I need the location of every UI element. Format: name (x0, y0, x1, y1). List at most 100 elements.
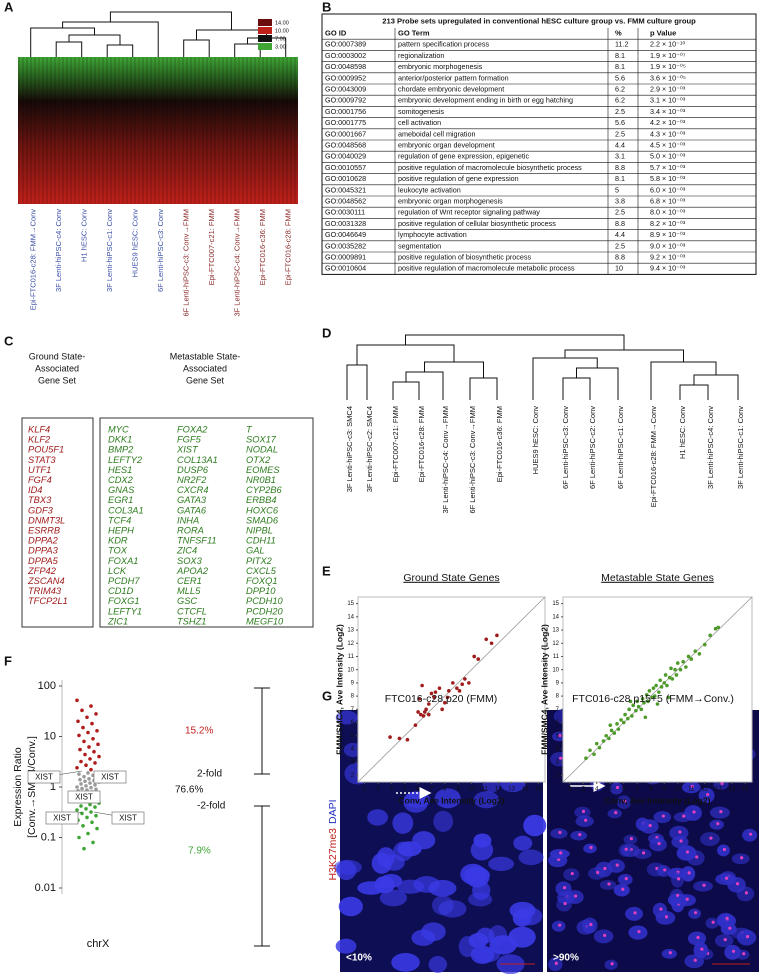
gene: ID4 (28, 485, 42, 495)
point (95, 728, 99, 733)
table-cell: GO:0007389 (325, 40, 366, 49)
gene: RORA (177, 525, 204, 535)
leaf-label: 6F Lenti-hiPSC-c3: Conv→FMM (468, 406, 477, 514)
nucleus (396, 879, 425, 894)
table-cell: regulation of gene expression, epigeneti… (398, 152, 529, 161)
nucleus (468, 892, 493, 907)
table-title: 213 Probe sets upregulated in convention… (382, 17, 696, 26)
y-tick-label: 13 (347, 628, 354, 634)
heatmap-stripe (242, 57, 244, 204)
x-tick-label: 3 (376, 787, 380, 793)
y-tick-label: 10 (44, 730, 56, 742)
y-tick-label: 8 (556, 694, 560, 700)
gene: OTX2 (246, 455, 271, 465)
table-cell: 6.8 × 10⁻⁰³ (650, 197, 686, 206)
h3k27me3-focus (574, 894, 578, 898)
gene: LEFTY2 (108, 455, 143, 465)
gene: APOA2 (176, 566, 209, 576)
gene: CDH11 (246, 536, 276, 546)
h3k27me3-focus (614, 810, 618, 815)
brackets (254, 687, 270, 947)
point (612, 731, 617, 735)
x-tick-label: 10 (674, 787, 681, 793)
point (86, 730, 90, 735)
table-cell: GO:0048568 (325, 141, 366, 150)
nucleus (434, 788, 461, 809)
reference-line (357, 596, 546, 783)
point (89, 767, 93, 772)
gene: KDR (108, 536, 128, 546)
point (621, 720, 626, 725)
table-cell: positive regulation of macromolecule bio… (398, 163, 582, 172)
heatmap-stripe (234, 57, 236, 204)
point (684, 665, 688, 669)
gene: SMAD6 (246, 515, 279, 525)
heatmap-stripe (146, 57, 148, 204)
x-tick-label: 3 (582, 787, 586, 793)
table-cell: GO:0048598 (325, 62, 366, 71)
table-cell: 8.8 (615, 253, 625, 262)
table-cell: GO:0010604 (325, 264, 366, 273)
nucleus (470, 945, 495, 964)
gene: DPP10 (246, 586, 276, 596)
table-cell: GO:0001756 (325, 107, 366, 116)
x-tick-label: 5 (609, 787, 613, 793)
point (681, 659, 685, 664)
nucleus (393, 841, 413, 862)
leaf-label: 3F Lenti-hiPSC-c2: SMC4 (365, 406, 374, 492)
nucleus (518, 849, 544, 866)
h3k27me3-focus (623, 799, 627, 803)
panel-label: E (322, 563, 331, 578)
y-tick-label: 100 (38, 680, 56, 692)
callout: XIST (53, 814, 71, 823)
table-cell: 5.6 (615, 73, 625, 82)
point (708, 633, 712, 638)
heatmap-stripe (170, 57, 172, 204)
gene-set-heading: Gene Set (38, 375, 77, 385)
h3k27me3-focus (589, 845, 593, 850)
y-axis-label: [Conv.→SMC4/Conv.] (26, 736, 38, 838)
point (96, 742, 100, 747)
point (657, 690, 661, 694)
gene: NR2F2 (177, 475, 207, 485)
gene: CDX2 (108, 475, 134, 485)
heatmap-stripe (186, 57, 188, 204)
table-cell: 5.8 × 10⁻⁰³ (650, 174, 686, 183)
x-tick-label: 11 (482, 787, 489, 793)
gene: CTCFL (177, 606, 207, 616)
gene: EGR1 (108, 495, 133, 505)
nucleus (470, 839, 494, 861)
gene: KLF4 (28, 424, 50, 434)
point (89, 785, 93, 790)
gene: FOXA1 (108, 556, 138, 566)
heatmap-stripe (266, 57, 268, 204)
sample-label: 3F Lenti-hiPSC-c4: Conv (54, 209, 63, 292)
gene: NODAL (246, 445, 278, 455)
point (457, 689, 462, 693)
gene: TFCP2L1 (28, 596, 68, 606)
h3k27me3-focus (728, 926, 732, 930)
heatmap-stripe (70, 57, 72, 204)
point (86, 771, 90, 775)
point (75, 765, 79, 770)
legend-label: 3.00 (275, 44, 286, 50)
point (667, 675, 672, 680)
h3k27me3-focus (624, 877, 628, 881)
h3k27me3-focus (570, 871, 574, 876)
h3k27me3-focus (676, 893, 680, 898)
gene: XIST (176, 445, 199, 455)
point (90, 820, 94, 825)
h3k27me3-focus (659, 907, 663, 911)
gene-set-heading: Associated (183, 363, 227, 373)
point (659, 685, 664, 689)
table-cell: GO:0043009 (325, 85, 366, 94)
point (592, 752, 596, 757)
table-cell: 5.7 × 10⁻⁰³ (650, 163, 686, 172)
y-tick-label: 0.01 (35, 882, 56, 894)
heatmap-stripe (286, 57, 288, 204)
point (663, 673, 668, 677)
gene: EOMES (246, 465, 280, 475)
table-cell: 4.3 × 10⁻⁰³ (650, 129, 686, 138)
table-cell: 5 (615, 185, 619, 194)
y-tick-label: 7 (556, 707, 560, 713)
